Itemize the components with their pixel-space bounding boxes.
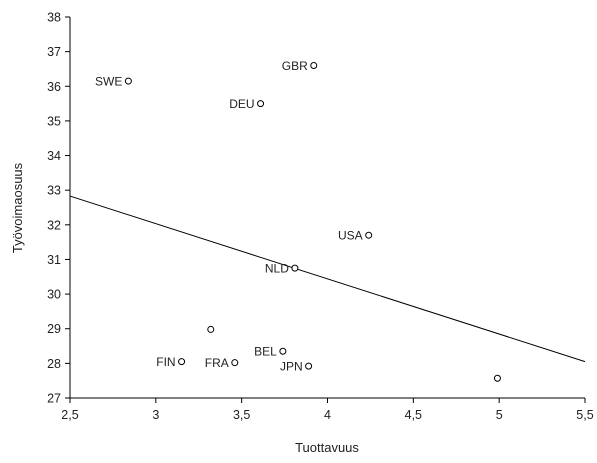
y-tick-label: 30 <box>47 288 61 302</box>
y-axis: 27 28 29 30 31 32 33 34 35 36 37 38 <box>47 11 70 406</box>
x-tick-label: 5 <box>496 408 503 422</box>
x-tick-label: 4 <box>324 408 331 422</box>
y-tick-label: 34 <box>47 149 61 163</box>
y-tick-label: 27 <box>47 392 61 406</box>
data-point <box>178 358 186 366</box>
y-tick-label: 29 <box>47 322 61 336</box>
data-point <box>231 359 239 367</box>
trend-line <box>69 195 586 363</box>
point-label: BEL <box>254 345 277 359</box>
data-point <box>257 100 265 108</box>
x-axis: 2,5 3 3,5 4 4,5 5 5,5 <box>61 398 594 422</box>
y-tick-label: 36 <box>47 80 61 94</box>
data-point <box>310 61 318 69</box>
data-points: SWE GBR DEU USA NLD BEL FIN FRA JPN <box>95 59 501 382</box>
y-tick-label: 32 <box>47 218 61 232</box>
y-tick-label: 37 <box>47 45 61 59</box>
point-label: SWE <box>95 75 122 89</box>
y-axis-title: Työvoimaosuus <box>10 162 25 253</box>
data-point <box>493 374 501 382</box>
point-label: JPN <box>280 360 303 374</box>
y-tick-label: 33 <box>47 184 61 198</box>
plot-frame <box>69 17 585 399</box>
point-label: FRA <box>205 356 229 370</box>
data-point <box>291 264 299 272</box>
x-tick-label: 4,5 <box>405 408 422 422</box>
y-tick-label: 31 <box>47 253 61 267</box>
data-point <box>207 325 215 333</box>
trend-line-group <box>69 195 586 363</box>
point-label: USA <box>338 229 363 243</box>
x-tick-label: 3,5 <box>233 408 250 422</box>
point-label: GBR <box>282 59 308 73</box>
data-point <box>365 231 373 239</box>
data-point <box>279 347 287 355</box>
x-tick-label: 3 <box>152 408 159 422</box>
data-point <box>305 362 313 370</box>
data-point <box>124 77 132 85</box>
point-label: FIN <box>156 355 175 369</box>
y-tick-label: 28 <box>47 357 61 371</box>
y-tick-label: 38 <box>47 11 61 25</box>
y-tick-label: 35 <box>47 114 61 128</box>
x-axis-title: Tuottavuus <box>295 440 359 455</box>
point-label: DEU <box>229 97 254 111</box>
point-label: NLD <box>265 262 289 276</box>
x-tick-label: 5,5 <box>576 408 593 422</box>
x-tick-label: 2,5 <box>61 408 78 422</box>
